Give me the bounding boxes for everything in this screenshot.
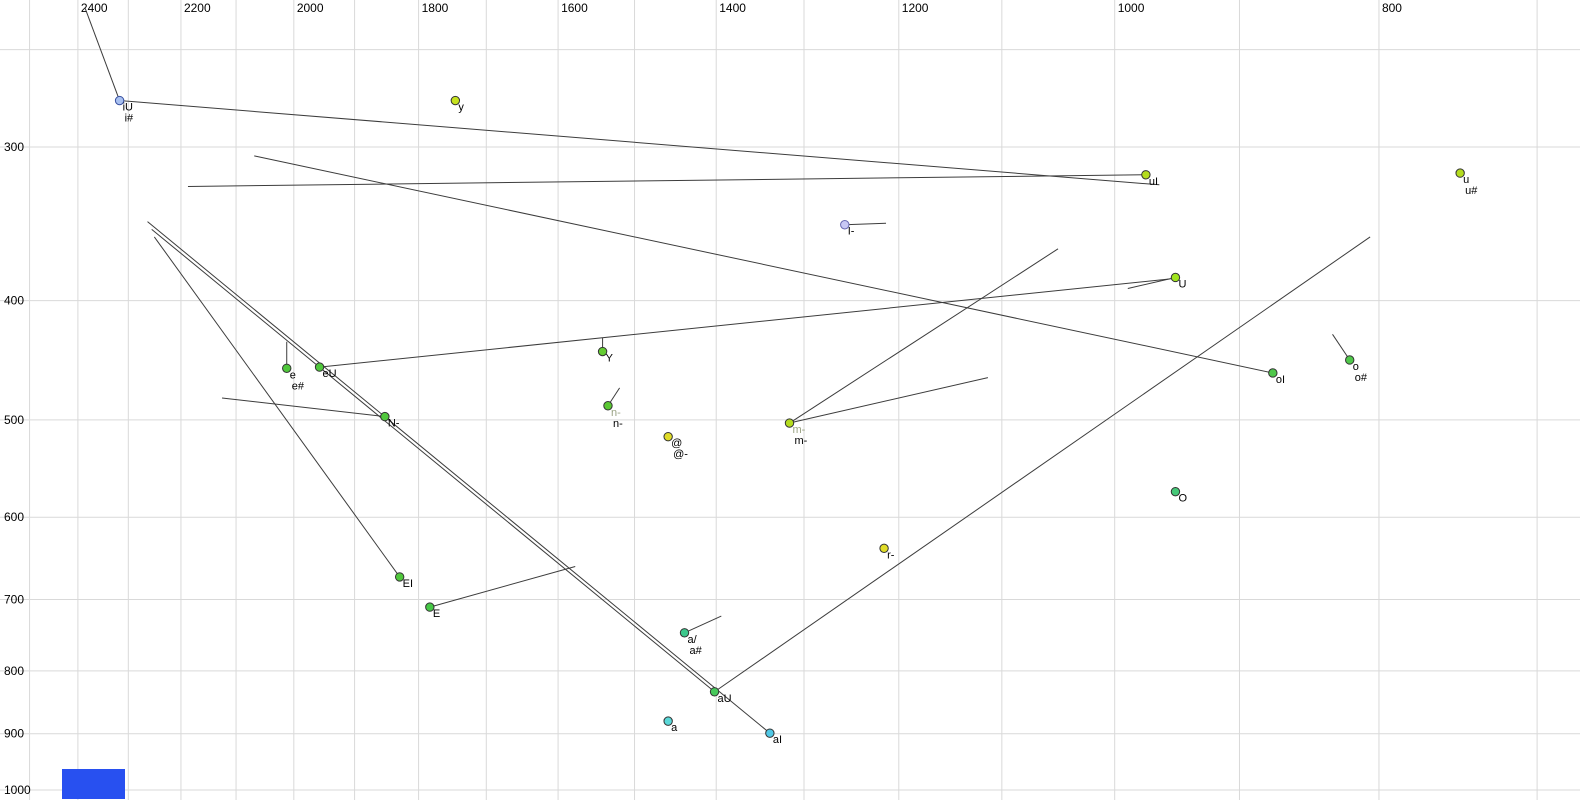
trajectory-line	[789, 248, 1059, 424]
data-point-@[interactable]	[663, 431, 673, 442]
x-tick-label: 2400	[81, 1, 108, 15]
point-label: n-	[611, 407, 621, 419]
point-label: @	[671, 438, 682, 450]
trajectory-line	[119, 100, 1160, 186]
point-label: m-	[795, 435, 808, 447]
data-point-o[interactable]	[1345, 355, 1355, 365]
point-label: iU	[123, 102, 133, 114]
data-point-u[interactable]	[1455, 168, 1465, 178]
y-tick-label: 400	[4, 294, 24, 308]
point-label: N-	[388, 418, 400, 430]
selection-highlight	[62, 769, 125, 799]
data-point-eU[interactable]	[314, 362, 325, 372]
trajectory-line	[1332, 334, 1351, 361]
data-point-uI[interactable]	[1141, 170, 1151, 180]
point-label: r-	[887, 549, 895, 561]
point-label: n-	[613, 418, 623, 430]
x-tick-label: 1000	[1118, 1, 1145, 15]
x-tick-label: 2000	[297, 1, 324, 15]
y-tick-label: 700	[4, 593, 24, 607]
x-tick-label: 1200	[902, 1, 929, 15]
x-tick-label: 1400	[719, 1, 746, 15]
data-point-aI[interactable]	[765, 728, 775, 738]
x-tick-label: 2200	[184, 1, 211, 15]
trajectory-line	[789, 377, 989, 424]
data-point-r-[interactable]	[879, 543, 889, 554]
point-label: @-	[673, 449, 688, 461]
point-label: e#	[292, 380, 305, 392]
data-point-m-[interactable]	[784, 418, 795, 428]
x-tick-label: 1800	[422, 1, 449, 15]
point-label: e	[290, 369, 296, 381]
point-label: eU	[323, 368, 337, 380]
data-point-EI[interactable]	[394, 572, 405, 582]
point-label: aI	[773, 734, 782, 746]
point-label: U	[1178, 278, 1186, 290]
point-label: m-	[793, 424, 806, 436]
trajectory-line	[254, 155, 1273, 374]
data-point-aU[interactable]	[709, 687, 720, 697]
point-label: u#	[1465, 185, 1478, 197]
point-label: E	[433, 608, 440, 620]
data-point-N-[interactable]	[380, 411, 390, 422]
y-tick-label: 800	[4, 664, 24, 678]
data-point-O[interactable]	[1170, 486, 1181, 497]
point-label: Y	[606, 353, 614, 365]
point-label: a/	[688, 634, 698, 646]
data-point-Y[interactable]	[597, 346, 608, 357]
point-label: y	[458, 102, 464, 114]
x-tick-label: 1600	[561, 1, 588, 15]
trajectory-line	[147, 221, 771, 734]
point-label: a#	[690, 645, 703, 657]
data-point-y[interactable]	[450, 95, 461, 106]
trajectory-line	[151, 228, 715, 693]
y-tick-label: 600	[4, 510, 24, 524]
data-point-oI[interactable]	[1268, 368, 1278, 378]
trajectory-line	[844, 222, 887, 226]
y-tick-label: 300	[4, 140, 24, 154]
y-tick-label: 500	[4, 413, 24, 427]
trajectory-line	[429, 565, 576, 608]
point-label: o	[1353, 361, 1359, 373]
data-point-U[interactable]	[1170, 272, 1181, 283]
data-point-E[interactable]	[425, 602, 435, 612]
point-label: i#	[125, 113, 134, 125]
data-point-iU[interactable]	[114, 95, 125, 106]
point-label: aU	[718, 693, 732, 705]
trajectory-line	[187, 174, 1146, 187]
point-label: EI	[403, 578, 413, 590]
x-tick-label: 800	[1382, 1, 1402, 15]
point-label: uI	[1149, 176, 1158, 188]
data-point-e[interactable]	[282, 363, 292, 373]
trajectory-line	[84, 7, 121, 101]
trajectory-line	[684, 615, 722, 634]
y-tick-label: 1000	[4, 783, 31, 797]
data-point-a/[interactable]	[679, 628, 690, 638]
trajectory-line	[319, 278, 1171, 368]
data-point-I-[interactable]	[840, 220, 850, 230]
trajectory-line	[221, 397, 385, 418]
point-label: a	[671, 722, 678, 734]
data-point-a[interactable]	[663, 716, 673, 726]
trajectory-line	[714, 236, 1371, 693]
trajectory-line	[153, 236, 401, 578]
point-label: I-	[848, 226, 855, 238]
point-label: oI	[1276, 374, 1285, 386]
data-point-n-[interactable]	[603, 401, 613, 411]
point-label: O	[1178, 493, 1187, 505]
point-label: o#	[1355, 372, 1368, 384]
y-tick-label: 900	[4, 727, 24, 741]
point-label: u	[1463, 174, 1469, 186]
